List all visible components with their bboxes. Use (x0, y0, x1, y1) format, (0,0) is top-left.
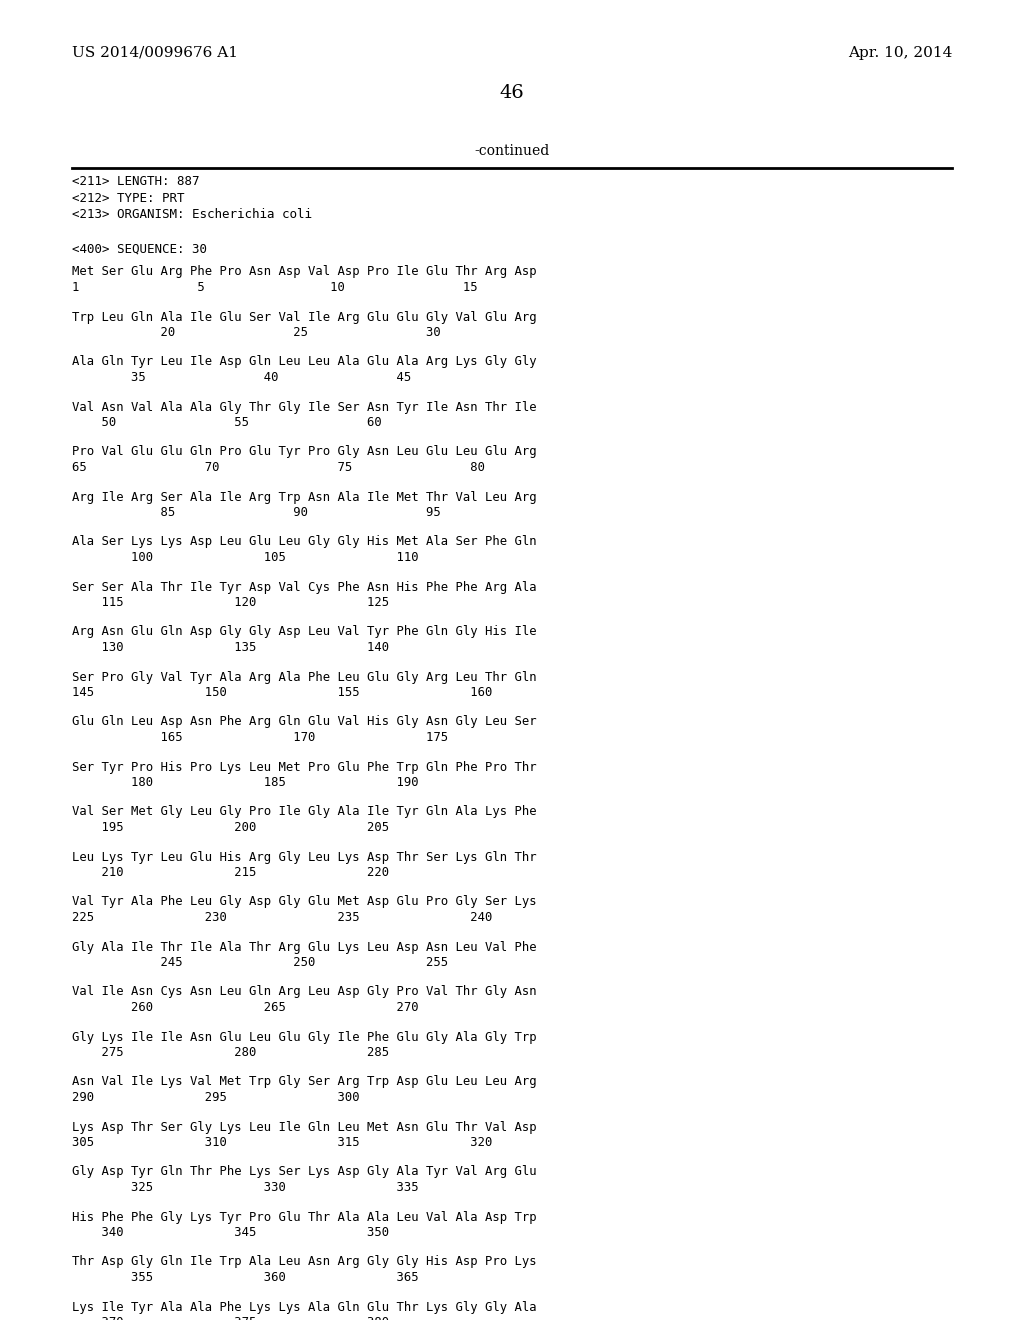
Text: -continued: -continued (474, 144, 550, 158)
Text: 225               230               235               240: 225 230 235 240 (72, 911, 493, 924)
Text: <400> SEQUENCE: 30: <400> SEQUENCE: 30 (72, 243, 207, 256)
Text: Ser Tyr Pro His Pro Lys Leu Met Pro Glu Phe Trp Gln Phe Pro Thr: Ser Tyr Pro His Pro Lys Leu Met Pro Glu … (72, 760, 537, 774)
Text: Apr. 10, 2014: Apr. 10, 2014 (848, 46, 952, 59)
Text: 305               310               315               320: 305 310 315 320 (72, 1137, 493, 1148)
Text: Trp Leu Gln Ala Ile Glu Ser Val Ile Arg Glu Glu Gly Val Glu Arg: Trp Leu Gln Ala Ile Glu Ser Val Ile Arg … (72, 310, 537, 323)
Text: <212> TYPE: PRT: <212> TYPE: PRT (72, 191, 184, 205)
Text: 325               330               335: 325 330 335 (72, 1181, 419, 1195)
Text: Ala Gln Tyr Leu Ile Asp Gln Leu Leu Ala Glu Ala Arg Lys Gly Gly: Ala Gln Tyr Leu Ile Asp Gln Leu Leu Ala … (72, 355, 537, 368)
Text: 210               215               220: 210 215 220 (72, 866, 389, 879)
Text: 260               265               270: 260 265 270 (72, 1001, 419, 1014)
Text: Ser Ser Ala Thr Ile Tyr Asp Val Cys Phe Asn His Phe Phe Arg Ala: Ser Ser Ala Thr Ile Tyr Asp Val Cys Phe … (72, 581, 537, 594)
Text: Ser Pro Gly Val Tyr Ala Arg Ala Phe Leu Glu Gly Arg Leu Thr Gln: Ser Pro Gly Val Tyr Ala Arg Ala Phe Leu … (72, 671, 537, 684)
Text: 130               135               140: 130 135 140 (72, 642, 389, 653)
Text: 46: 46 (500, 84, 524, 102)
Text: 115               120               125: 115 120 125 (72, 597, 389, 609)
Text: 100               105               110: 100 105 110 (72, 550, 419, 564)
Text: Lys Asp Thr Ser Gly Lys Leu Ile Gln Leu Met Asn Glu Thr Val Asp: Lys Asp Thr Ser Gly Lys Leu Ile Gln Leu … (72, 1121, 537, 1134)
Text: 180               185               190: 180 185 190 (72, 776, 419, 789)
Text: 145               150               155               160: 145 150 155 160 (72, 686, 493, 700)
Text: Val Asn Val Ala Ala Gly Thr Gly Ile Ser Asn Tyr Ile Asn Thr Ile: Val Asn Val Ala Ala Gly Thr Gly Ile Ser … (72, 400, 537, 413)
Text: Leu Lys Tyr Leu Glu His Arg Gly Leu Lys Asp Thr Ser Lys Gln Thr: Leu Lys Tyr Leu Glu His Arg Gly Leu Lys … (72, 850, 537, 863)
Text: Val Tyr Ala Phe Leu Gly Asp Gly Glu Met Asp Glu Pro Gly Ser Lys: Val Tyr Ala Phe Leu Gly Asp Gly Glu Met … (72, 895, 537, 908)
Text: His Phe Phe Gly Lys Tyr Pro Glu Thr Ala Ala Leu Val Ala Asp Trp: His Phe Phe Gly Lys Tyr Pro Glu Thr Ala … (72, 1210, 537, 1224)
Text: US 2014/0099676 A1: US 2014/0099676 A1 (72, 46, 238, 59)
Text: Thr Asp Gly Gln Ile Trp Ala Leu Asn Arg Gly Gly His Asp Pro Lys: Thr Asp Gly Gln Ile Trp Ala Leu Asn Arg … (72, 1255, 537, 1269)
Text: Met Ser Glu Arg Phe Pro Asn Asp Val Asp Pro Ile Glu Thr Arg Asp: Met Ser Glu Arg Phe Pro Asn Asp Val Asp … (72, 265, 537, 279)
Text: 245               250               255: 245 250 255 (72, 956, 449, 969)
Text: Gly Asp Tyr Gln Thr Phe Lys Ser Lys Asp Gly Ala Tyr Val Arg Glu: Gly Asp Tyr Gln Thr Phe Lys Ser Lys Asp … (72, 1166, 537, 1179)
Text: 355               360               365: 355 360 365 (72, 1271, 419, 1284)
Text: Val Ile Asn Cys Asn Leu Gln Arg Leu Asp Gly Pro Val Thr Gly Asn: Val Ile Asn Cys Asn Leu Gln Arg Leu Asp … (72, 986, 537, 998)
Text: Ala Ser Lys Lys Asp Leu Glu Leu Gly Gly His Met Ala Ser Phe Gln: Ala Ser Lys Lys Asp Leu Glu Leu Gly Gly … (72, 536, 537, 549)
Text: 1                5                 10                15: 1 5 10 15 (72, 281, 477, 294)
Text: <211> LENGTH: 887: <211> LENGTH: 887 (72, 176, 200, 187)
Text: Glu Gln Leu Asp Asn Phe Arg Gln Glu Val His Gly Asn Gly Leu Ser: Glu Gln Leu Asp Asn Phe Arg Gln Glu Val … (72, 715, 537, 729)
Text: <213> ORGANISM: Escherichia coli: <213> ORGANISM: Escherichia coli (72, 209, 312, 220)
Text: Pro Val Glu Glu Gln Pro Glu Tyr Pro Gly Asn Leu Glu Leu Glu Arg: Pro Val Glu Glu Gln Pro Glu Tyr Pro Gly … (72, 446, 537, 458)
Text: 65                70                75                80: 65 70 75 80 (72, 461, 485, 474)
Text: Val Ser Met Gly Leu Gly Pro Ile Gly Ala Ile Tyr Gln Ala Lys Phe: Val Ser Met Gly Leu Gly Pro Ile Gly Ala … (72, 805, 537, 818)
Text: 275               280               285: 275 280 285 (72, 1045, 389, 1059)
Text: 290               295               300: 290 295 300 (72, 1092, 359, 1104)
Text: 340               345               350: 340 345 350 (72, 1226, 389, 1239)
Text: Arg Ile Arg Ser Ala Ile Arg Trp Asn Ala Ile Met Thr Val Leu Arg: Arg Ile Arg Ser Ala Ile Arg Trp Asn Ala … (72, 491, 537, 503)
Text: Asn Val Ile Lys Val Met Trp Gly Ser Arg Trp Asp Glu Leu Leu Arg: Asn Val Ile Lys Val Met Trp Gly Ser Arg … (72, 1076, 537, 1089)
Text: 20                25                30: 20 25 30 (72, 326, 440, 339)
Text: Lys Ile Tyr Ala Ala Phe Lys Lys Ala Gln Glu Thr Lys Gly Gly Ala: Lys Ile Tyr Ala Ala Phe Lys Lys Ala Gln … (72, 1300, 537, 1313)
Text: 165               170               175: 165 170 175 (72, 731, 449, 744)
Text: 195               200               205: 195 200 205 (72, 821, 389, 834)
Text: 85                90                95: 85 90 95 (72, 506, 440, 519)
Text: Arg Asn Glu Gln Asp Gly Gly Asp Leu Val Tyr Phe Gln Gly His Ile: Arg Asn Glu Gln Asp Gly Gly Asp Leu Val … (72, 626, 537, 639)
Text: Gly Lys Ile Ile Asn Glu Leu Glu Gly Ile Phe Glu Gly Ala Gly Trp: Gly Lys Ile Ile Asn Glu Leu Glu Gly Ile … (72, 1031, 537, 1044)
Text: 370               375               380: 370 375 380 (72, 1316, 389, 1320)
Text: 50                55                60: 50 55 60 (72, 416, 382, 429)
Text: 35                40                45: 35 40 45 (72, 371, 412, 384)
Text: Gly Ala Ile Thr Ile Ala Thr Arg Glu Lys Leu Asp Asn Leu Val Phe: Gly Ala Ile Thr Ile Ala Thr Arg Glu Lys … (72, 940, 537, 953)
